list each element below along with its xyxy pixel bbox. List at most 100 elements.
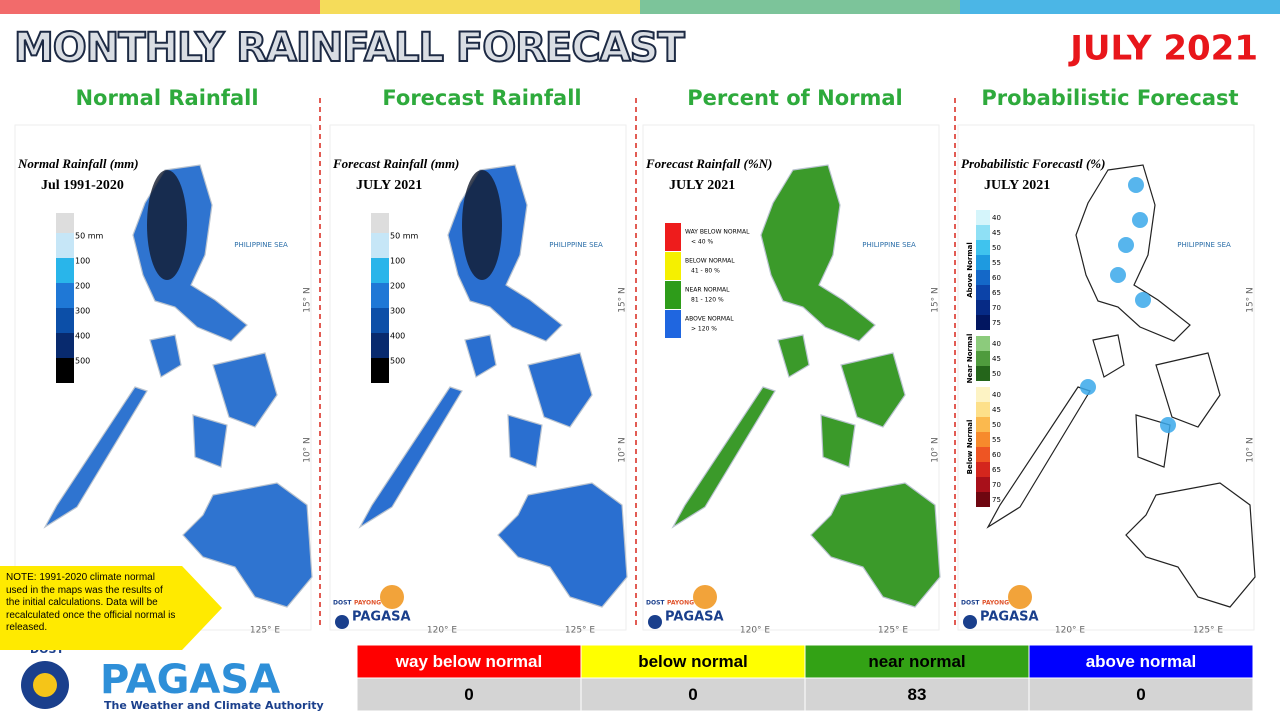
legend-box: [56, 213, 74, 233]
island: [358, 386, 463, 529]
island: [810, 482, 941, 608]
legend-range: 81 - 120 %: [691, 297, 724, 304]
legend-label: 65: [992, 466, 1001, 474]
legend-swatch: [976, 300, 990, 315]
legend-swatch: [976, 225, 990, 240]
map-logo: PAGASA: [980, 610, 1039, 625]
sea-label: PHILIPPINE SEA: [234, 241, 288, 249]
prob-spot: [1132, 212, 1148, 228]
legend-range: < 40 %: [691, 239, 713, 246]
legend-range: 41 - 80 %: [691, 268, 720, 275]
map-logo-umbrella: [693, 585, 717, 609]
legend-label: 300: [75, 307, 90, 316]
legend-swatch: [371, 308, 389, 333]
table-header: way below normal: [395, 652, 542, 671]
legend-label: 50 mm: [75, 232, 104, 241]
map-logo: DOST: [646, 600, 665, 607]
legend-label: 500: [75, 357, 90, 366]
legend-label: 40: [992, 391, 1001, 399]
panel-heading: Percent of Normal: [687, 86, 902, 110]
legend-label: 400: [390, 332, 405, 341]
sea-label: PHILIPPINE SEA: [549, 241, 603, 249]
legend-swatch: [371, 333, 389, 358]
legend-label: 100: [390, 257, 405, 266]
legend-swatch: [976, 336, 990, 351]
legend-group-name: Below Normal: [966, 420, 974, 475]
island: [192, 414, 228, 468]
sea-label: PHILIPPINE SEA: [1177, 241, 1231, 249]
legend-swatch: [371, 283, 389, 308]
legend-label: 40: [992, 340, 1001, 348]
map-logo: DOST: [333, 600, 352, 607]
map-title: Forecast Rainfall (mm): [332, 156, 459, 171]
legend-swatch: [56, 308, 74, 333]
legend-range: > 120 %: [691, 326, 717, 333]
panel-heading: Probabilistic Forecast: [981, 86, 1238, 110]
logo-name: PAGASA: [100, 657, 280, 703]
legend-swatch: [976, 255, 990, 270]
map-panel: Forecast Rainfall (%N) JULY 2021 PHILIPPIN…: [642, 124, 941, 636]
legend-label: 50: [992, 370, 1001, 378]
map-logo-icon: [335, 615, 349, 629]
table-value: 0: [464, 685, 473, 704]
table-header-cell: [356, 644, 582, 679]
island: [671, 386, 776, 529]
legend-label: 40: [992, 214, 1001, 222]
legend-swatch: [371, 233, 389, 258]
prob-spot: [1080, 379, 1096, 395]
table-header: above normal: [1086, 652, 1197, 671]
legend-label: 45: [992, 406, 1001, 414]
legend-swatch: [56, 233, 74, 258]
sea-label: PHILIPPINE SEA: [862, 241, 916, 249]
heavy-rain-zone: [147, 170, 187, 280]
island: [507, 414, 543, 468]
legend-swatch: [56, 333, 74, 358]
legend-label: WAY BELOW NORMAL: [685, 229, 750, 236]
legend-swatch: [56, 258, 74, 283]
island: [1125, 482, 1256, 608]
lat-label: 10° N: [931, 437, 941, 463]
legend-label: 50: [992, 244, 1001, 252]
island: [182, 482, 313, 608]
legend-label: BELOW NORMAL: [685, 258, 735, 265]
legend-swatch: [665, 252, 681, 280]
legend-swatch: [56, 358, 74, 383]
legend-swatch: [976, 351, 990, 366]
island: [840, 352, 906, 428]
top-band: [320, 0, 640, 14]
legend-swatch: [976, 462, 990, 477]
table-header-cell: [1028, 644, 1254, 679]
legend-label: 70: [992, 304, 1001, 312]
top-band: [960, 0, 1280, 14]
map-panel: Normal Rainfall (mm) Jul 1991-2020 PHILIPP…: [14, 124, 313, 636]
island: [149, 334, 182, 378]
map-panel: Forecast Rainfall (mm) JULY 2021 PHILIPPIN…: [329, 124, 628, 636]
top-band: [0, 0, 320, 14]
map-logo: PAYONG: [982, 600, 1009, 607]
legend-swatch: [371, 358, 389, 383]
panel-heading: Normal Rainfall: [75, 86, 258, 110]
legend-label: 45: [992, 229, 1001, 237]
map-subtitle: Jul 1991-2020: [41, 178, 124, 193]
map-subtitle: JULY 2021: [669, 178, 735, 193]
map-title: Probabilistic Forecastl (%): [961, 156, 1105, 171]
logo-tagline: The Weather and Climate Authority: [104, 699, 324, 712]
table-header: below normal: [638, 652, 748, 671]
legend-swatch: [976, 210, 990, 225]
legend-swatch: [976, 366, 990, 381]
lon-label: 125° E: [878, 626, 909, 636]
logo-sun: [33, 673, 57, 697]
island: [464, 334, 497, 378]
island: [820, 414, 856, 468]
table-value: 0: [688, 685, 697, 704]
map-subtitle: JULY 2021: [356, 178, 422, 193]
footer-logo: DOST PAGASA The Weather and Climate Auth…: [21, 643, 324, 712]
legend-swatch: [976, 492, 990, 507]
lat-label: 10° N: [618, 437, 628, 463]
island: [1092, 334, 1125, 378]
legend-group-name: Near Normal: [966, 334, 974, 384]
map-logo-icon: [963, 615, 977, 629]
island: [1075, 164, 1191, 342]
legend-label: NEAR NORMAL: [685, 287, 730, 294]
